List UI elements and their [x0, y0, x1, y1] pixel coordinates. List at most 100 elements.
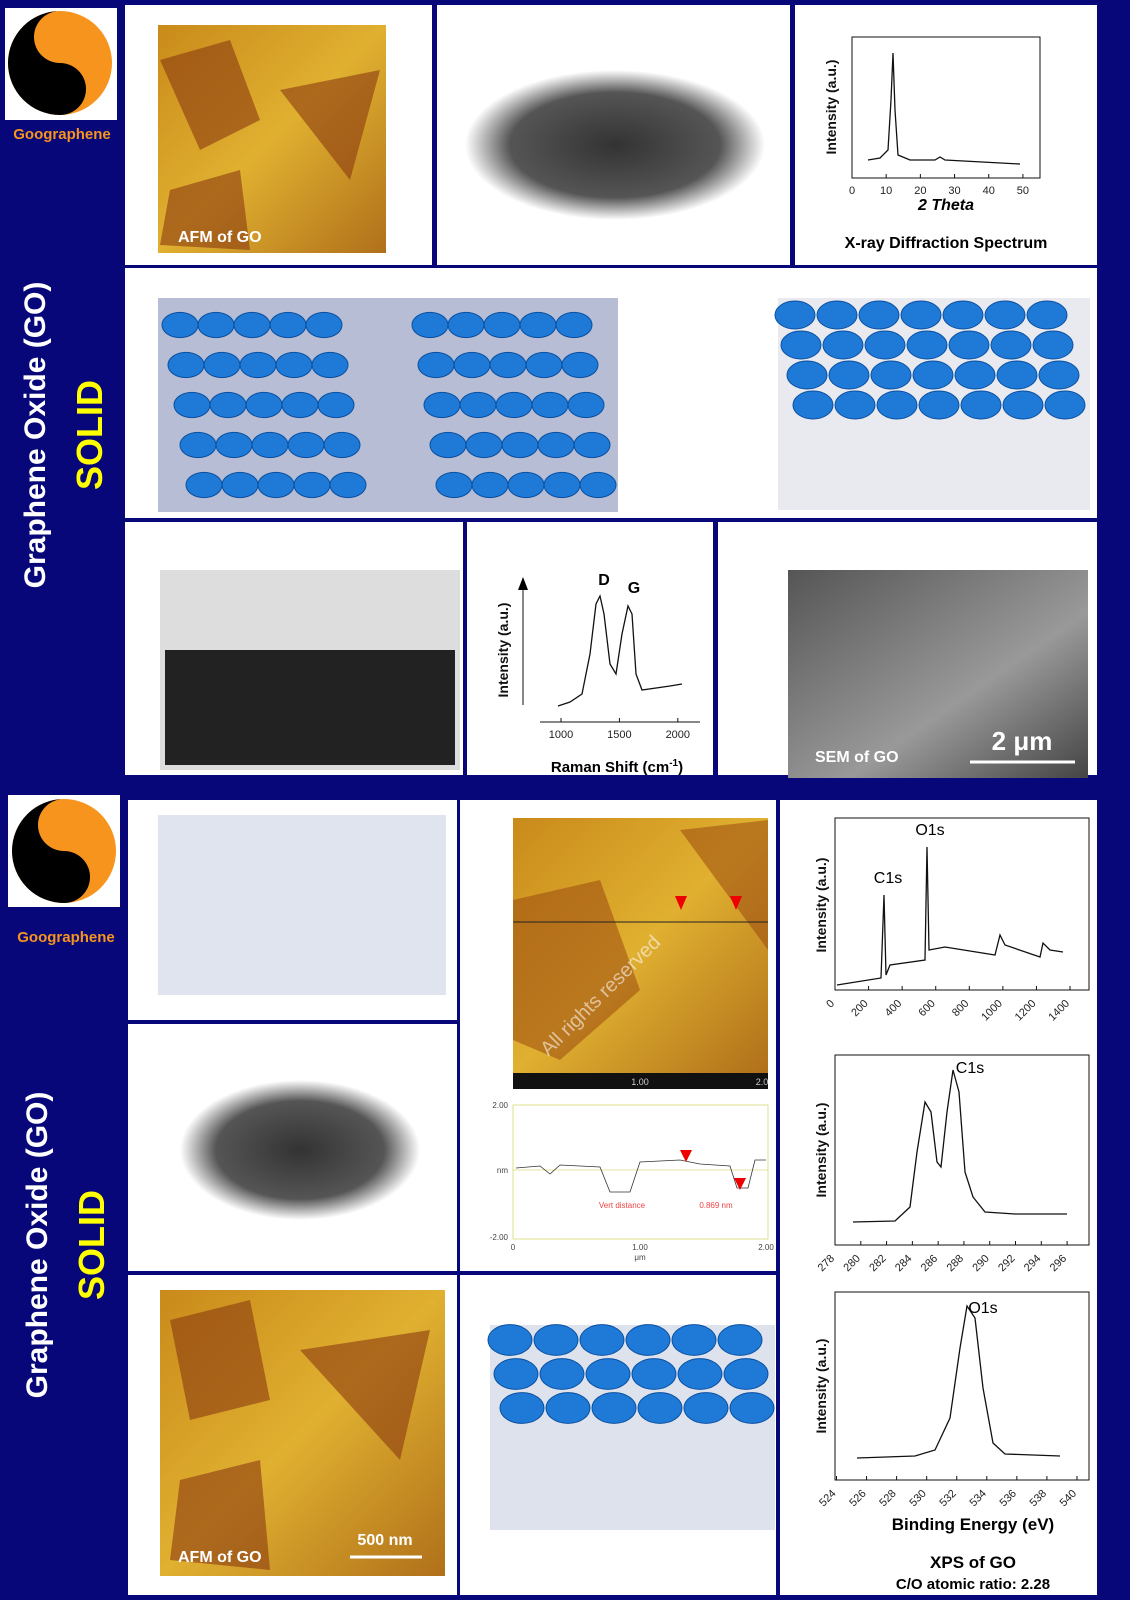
vial-cap — [417, 351, 455, 379]
vial-cap — [960, 390, 1002, 420]
peak-label: C1s — [874, 870, 902, 887]
image-label: AFM of GO — [178, 229, 262, 246]
markers — [675, 896, 742, 910]
vial-cap — [453, 351, 491, 379]
vial-cap — [561, 351, 599, 379]
vial-cap — [161, 311, 199, 339]
logo-g: G — [54, 32, 66, 49]
vial-cap — [876, 390, 918, 420]
vial-cap — [1002, 390, 1044, 420]
vial-cap — [317, 391, 355, 419]
vial-cap — [531, 391, 569, 419]
image-label: SEM of GO — [815, 749, 899, 766]
panel — [795, 5, 1097, 265]
logo-o: O — [58, 886, 70, 903]
vial-cap — [507, 471, 545, 499]
x-tick-label: 30 — [948, 185, 960, 197]
vial-cap — [495, 391, 533, 419]
x-tick-label: 0 — [849, 185, 855, 197]
logo-yin — [8, 11, 86, 115]
vial-cap — [323, 431, 361, 459]
vial-cap — [585, 1358, 631, 1390]
vials-photo — [158, 815, 446, 995]
vial-cap — [257, 471, 295, 499]
x-tick-label: 40 — [983, 185, 995, 197]
x-label-main: Raman Shift (cm — [551, 759, 669, 776]
vial-cap — [625, 1324, 671, 1356]
vial-cap — [215, 431, 253, 459]
x-tick-label: 1500 — [607, 729, 631, 741]
flakes-photo — [180, 1080, 420, 1220]
panel-caption: XPS of GO — [930, 1553, 1016, 1572]
vial-cap — [683, 1392, 729, 1424]
vial-cap — [311, 351, 349, 379]
bags-flakes — [165, 650, 455, 765]
vial-cap — [729, 1392, 775, 1424]
vial-cap — [543, 471, 581, 499]
vial-cap — [573, 431, 611, 459]
peak-label: D — [598, 572, 610, 589]
vial-cap — [954, 360, 996, 390]
x-label-sup: -1 — [669, 758, 678, 769]
vial-cap — [239, 351, 277, 379]
vial-cap — [447, 311, 485, 339]
vial-cap — [579, 1324, 625, 1356]
logo-yin — [12, 799, 90, 903]
xps-survey-curve — [836, 846, 1064, 986]
afm-axis: 2.0 — [756, 1077, 769, 1087]
vial-cap — [281, 391, 319, 419]
profile-curve — [515, 1159, 766, 1193]
side-subtitle: SOLID — [71, 1190, 112, 1300]
xps-o1s-curve — [856, 1304, 1061, 1459]
vial-cap — [537, 431, 575, 459]
afm-flakes — [513, 820, 768, 1060]
xrd-curve — [867, 52, 1021, 165]
vial-cap — [423, 391, 461, 419]
side-title: Graphene Oxide (GO) — [19, 282, 52, 589]
vial-cap — [487, 1324, 533, 1356]
spectrum-title: C1s — [956, 1060, 984, 1077]
profile-tick: 2.00 — [758, 1243, 774, 1252]
x-tick-label: 1000 — [549, 729, 573, 741]
vial-cap — [287, 431, 325, 459]
y-axis-label: Intensity (a.u.) — [495, 603, 511, 698]
vial-cap — [786, 360, 828, 390]
raman-curve — [557, 594, 683, 707]
arrow-head — [518, 577, 528, 590]
scale-label: 500 nm — [357, 1532, 412, 1549]
vial-cap — [293, 471, 331, 499]
vial-cap — [591, 1392, 637, 1424]
vial-cap — [912, 360, 954, 390]
logo-o: O — [54, 86, 66, 103]
vial-cap — [864, 330, 906, 360]
vial-cap — [631, 1358, 677, 1390]
afm-axis: 1.00 — [631, 1077, 649, 1087]
x-tick-label: 10 — [880, 185, 892, 197]
vial-cap — [221, 471, 259, 499]
vial-cap — [545, 1392, 591, 1424]
vial-cap — [1032, 330, 1074, 360]
afm-flakes — [160, 40, 380, 250]
vial-cap — [525, 351, 563, 379]
profile-unit: μm — [634, 1253, 646, 1262]
vial-cap — [774, 300, 816, 330]
y-axis-label: Intensity (a.u.) — [813, 1103, 829, 1198]
vial-cap — [828, 360, 870, 390]
vial-cap — [483, 311, 521, 339]
vial-cap — [429, 431, 467, 459]
vial-cap — [173, 391, 211, 419]
vial-cap — [918, 390, 960, 420]
vial-cap — [251, 431, 289, 459]
vial-cap — [1026, 300, 1068, 330]
panel-caption: X-ray Diffraction Spectrum — [845, 235, 1048, 252]
vial-cap — [465, 431, 503, 459]
vial-cap — [167, 351, 205, 379]
image-label: AFM of GO — [178, 1549, 262, 1566]
vial-cap — [471, 471, 509, 499]
plot-frame — [851, 36, 1041, 179]
vial-cap — [942, 300, 984, 330]
profile-measure: 0.869 nm — [699, 1201, 733, 1210]
vial-cap — [411, 311, 449, 339]
xps-c1s-curve — [852, 1069, 1067, 1223]
